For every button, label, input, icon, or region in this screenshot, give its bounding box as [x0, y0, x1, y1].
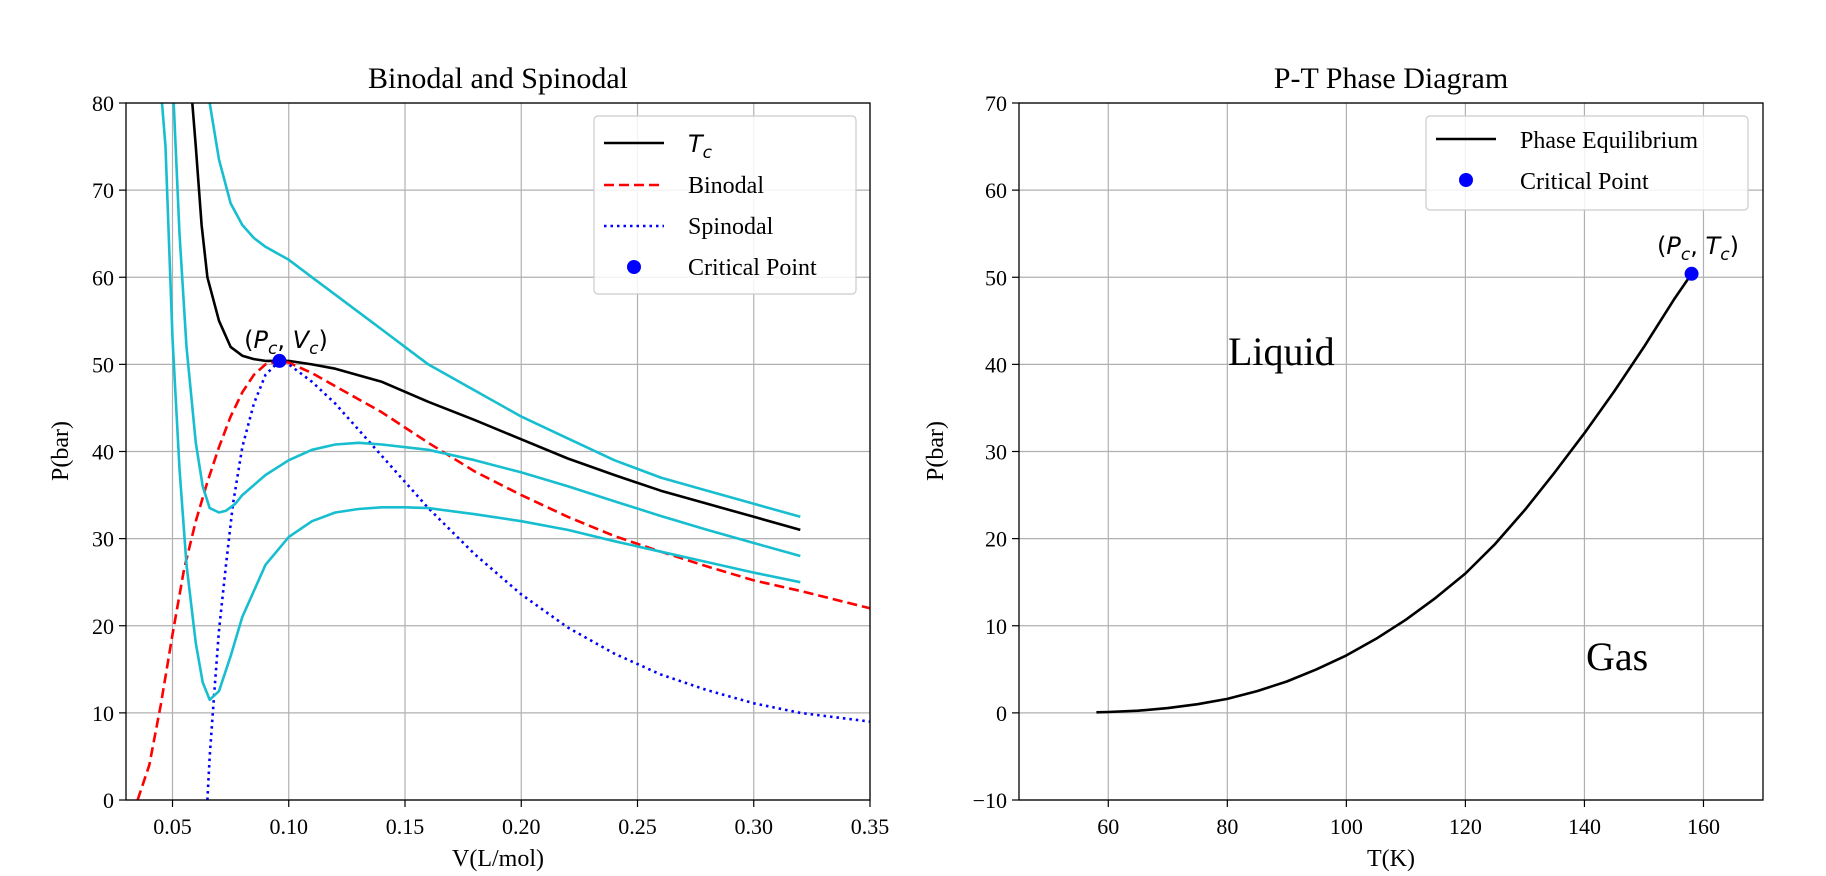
- left-ticks: 0.05 0.10 0.15 0.20 0.25 0.30 0.35 0 10 20 30 40 50 6…: [92, 91, 889, 839]
- isotherm-5-line: [160, 103, 801, 702]
- legend-marker-critical-point-right: [1459, 173, 1473, 187]
- x-tick-label: 100: [1330, 814, 1363, 839]
- y-tick-label: 0: [996, 701, 1007, 726]
- isotherm-3-line: [208, 103, 801, 519]
- x-tick-label: 160: [1687, 814, 1720, 839]
- right-ticks: 60 80 100 120 140 160 −10 0 10 20 30 40 50 60 70: [973, 91, 1720, 839]
- y-tick-label: 10: [985, 614, 1007, 639]
- left-legend-frame: [593, 115, 857, 295]
- x-tick-label: 0.35: [851, 814, 890, 839]
- right-legend-frame: [1425, 115, 1749, 211]
- x-tick-label: 0.10: [270, 814, 309, 839]
- y-tick-label: 80: [92, 91, 114, 116]
- y-tick-label: 10: [92, 701, 114, 726]
- x-tick-label: 0.30: [735, 814, 774, 839]
- binodal-line: [136, 359, 870, 800]
- y-tick-label: −10: [973, 788, 1007, 813]
- y-tick-label: 40: [92, 440, 114, 465]
- right-y-axis-label: P(bar): [923, 421, 949, 481]
- legend-marker-critical-point: [627, 260, 641, 274]
- x-tick-label: 0.20: [502, 814, 541, 839]
- x-tick-label: 0.15: [386, 814, 425, 839]
- y-tick-label: 40: [985, 352, 1007, 377]
- left-x-axis-label: V(L/mol): [452, 846, 544, 872]
- y-tick-label: 30: [92, 527, 114, 552]
- x-tick-label: 0.25: [618, 814, 657, 839]
- y-tick-label: 20: [985, 527, 1007, 552]
- legend-label-tc: Tc: [688, 130, 713, 163]
- right-x-axis-label: T(K): [1367, 846, 1415, 872]
- x-tick-label: 140: [1568, 814, 1601, 839]
- legend-label-phase-equilibrium: Phase Equilibrium: [1520, 128, 1698, 154]
- y-tick-label: 50: [92, 352, 114, 377]
- critical-point-marker-left: [272, 353, 287, 368]
- liquid-region-label: Liquid: [1228, 329, 1335, 374]
- right-series: [1096, 266, 1699, 714]
- x-tick-label: 60: [1097, 814, 1119, 839]
- x-tick-label: 80: [1216, 814, 1238, 839]
- legend-label-spinodal: Spinodal: [688, 214, 774, 240]
- left-y-axis-label: P(bar): [48, 421, 74, 481]
- left-chart-title: Binodal and Spinodal: [368, 62, 628, 95]
- y-tick-label: 60: [985, 178, 1007, 203]
- legend-label-binodal: Binodal: [688, 173, 764, 199]
- y-tick-label: 50: [985, 265, 1007, 290]
- y-tick-label: 0: [103, 788, 114, 813]
- critical-point-annotation-left: (Pc, Vc): [244, 326, 328, 359]
- y-tick-label: 60: [92, 265, 114, 290]
- left-series: [136, 103, 870, 800]
- y-tick-label: 70: [92, 178, 114, 203]
- gas-region-label: Gas: [1586, 634, 1648, 679]
- isotherm-4-line: [172, 103, 801, 558]
- legend-label-critical-point-right: Critical Point: [1520, 169, 1649, 195]
- phase-equilibrium-line: [1096, 273, 1693, 714]
- x-tick-label: 120: [1449, 814, 1482, 839]
- y-tick-label: 30: [985, 440, 1007, 465]
- legend-label-critical-point: Critical Point: [688, 255, 817, 281]
- x-tick-label: 0.05: [153, 814, 192, 839]
- y-tick-label: 70: [985, 91, 1007, 116]
- left-legend: Tc Binodal Spinodal Critical Point: [593, 115, 857, 295]
- binodal-spinodal-chart: 0.05 0.10 0.15 0.20 0.25 0.30 0.35 0 10 20 30 40 50 6…: [48, 62, 889, 872]
- right-legend: Phase Equilibrium Critical Point: [1425, 115, 1749, 211]
- critical-point-marker-right: [1684, 266, 1699, 281]
- spinodal-line: [206, 359, 870, 800]
- tc-line: [191, 103, 801, 532]
- right-chart-title: P-T Phase Diagram: [1274, 62, 1508, 95]
- critical-point-annotation-right: (Pc, Tc): [1657, 232, 1739, 265]
- pt-phase-diagram-chart: 60 80 100 120 140 160 −10 0 10 20 30 40 50 60 70 P-T P…: [923, 62, 1764, 872]
- y-tick-label: 20: [92, 614, 114, 639]
